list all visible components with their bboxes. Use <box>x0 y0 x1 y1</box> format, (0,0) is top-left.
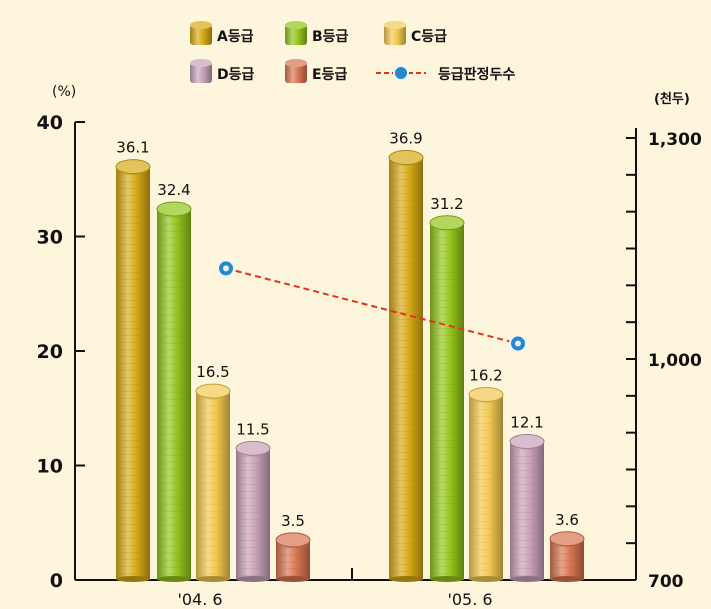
bar-base <box>116 576 150 582</box>
y-right-unit: (천두) <box>654 92 690 107</box>
y-left-tick-label: 0 <box>50 570 63 592</box>
legend-swatch <box>190 63 212 83</box>
y-left-tick-label: 20 <box>37 341 63 363</box>
bar: 12.1 <box>509 413 545 582</box>
bar-body <box>116 166 150 580</box>
bars: 36.1 32.4 16.5 11.5 3.5 36.9 31.2 16.2 12.1 3.6 <box>115 129 585 582</box>
legend-item: E등급 <box>285 59 347 83</box>
bar: 11.5 <box>235 420 271 582</box>
bar-value-label: 3.6 <box>555 511 579 529</box>
legend-swatch-cap <box>190 59 212 67</box>
legend-swatch <box>384 25 406 45</box>
legend-swatch <box>285 25 307 45</box>
line-series <box>217 259 527 353</box>
bar-cap <box>156 201 192 217</box>
x-category-label: '04. 6 <box>177 590 222 609</box>
legend: A등급 B등급 C등급 D등급 E등급 등급판정두수 <box>190 21 515 83</box>
legend-item: 등급판정두수 <box>376 65 515 83</box>
bar-base <box>469 576 503 582</box>
bar-cap <box>429 215 465 231</box>
bar: 16.2 <box>468 367 504 582</box>
legend-label: C등급 <box>411 29 447 45</box>
bar-cap <box>468 387 504 403</box>
legend-swatch <box>190 25 212 45</box>
bar-value-label: 12.1 <box>510 413 543 431</box>
bar-cap <box>195 383 231 399</box>
legend-label: B등급 <box>312 29 349 45</box>
bar-body <box>196 391 230 580</box>
bar-body <box>469 394 503 580</box>
y-left-tick-label: 10 <box>37 456 63 478</box>
bar-body <box>510 441 544 580</box>
legend-item: D등급 <box>190 59 255 83</box>
bar-cap <box>388 149 424 165</box>
bar-base <box>510 576 544 582</box>
bar-value-label: 16.5 <box>196 363 229 381</box>
bar-base <box>196 576 230 582</box>
bar-value-label: 11.5 <box>236 420 269 438</box>
trend-line <box>225 267 519 345</box>
legend-label: D등급 <box>217 67 255 83</box>
legend-label: A등급 <box>217 29 254 45</box>
x-category-label: '05. 6 <box>447 590 492 609</box>
legend-label: E등급 <box>312 67 347 83</box>
bar-value-label: 36.9 <box>389 129 422 147</box>
bar-base <box>550 576 584 582</box>
legend-swatch-cap <box>285 21 307 29</box>
bar-cap <box>275 532 311 548</box>
legend-swatch-cap <box>190 21 212 29</box>
bar-cap <box>115 159 151 175</box>
legend-item: B등급 <box>285 21 349 45</box>
bar: 31.2 <box>429 195 465 582</box>
y-left-unit: (%) <box>52 84 76 100</box>
bar-cap <box>509 433 545 449</box>
bar: 3.5 <box>275 512 311 582</box>
bar-value-label: 36.1 <box>116 139 149 157</box>
bar: 32.4 <box>156 181 192 582</box>
bar-base <box>389 576 423 582</box>
bar: 36.1 <box>115 139 151 582</box>
bar-value-label: 16.2 <box>469 367 502 385</box>
bar-cap <box>549 531 585 547</box>
bar-cap <box>235 440 271 456</box>
legend-swatch-cap <box>285 59 307 67</box>
legend-item: A등급 <box>190 21 254 45</box>
y-right-tick-label: 1,300 <box>648 130 702 150</box>
bar-base <box>430 576 464 582</box>
y-left-tick-label: 40 <box>37 112 63 134</box>
y-left-tick-label: 30 <box>37 227 63 249</box>
bar-base <box>236 576 270 582</box>
line-point-highlight <box>515 340 521 347</box>
legend-swatch <box>285 63 307 83</box>
bar: 36.9 <box>388 129 424 582</box>
legend-label: 등급판정두수 <box>438 66 515 83</box>
legend-line-marker <box>393 65 409 81</box>
bar-value-label: 3.5 <box>281 512 305 530</box>
bar-value-label: 31.2 <box>430 195 463 213</box>
bar: 16.5 <box>195 363 231 582</box>
bar-body <box>157 209 191 580</box>
bar-base <box>276 576 310 582</box>
bar-body <box>430 222 464 580</box>
legend-swatch-cap <box>384 21 406 29</box>
bar-value-label: 32.4 <box>157 181 190 199</box>
legend-item: C등급 <box>384 21 447 45</box>
bar-body <box>236 448 270 580</box>
y-right-tick-label: 700 <box>648 572 684 592</box>
line-point-highlight <box>223 265 229 272</box>
bar-base <box>157 576 191 582</box>
y-right-tick-label: 1,000 <box>648 351 702 371</box>
bar: 3.6 <box>549 511 585 582</box>
